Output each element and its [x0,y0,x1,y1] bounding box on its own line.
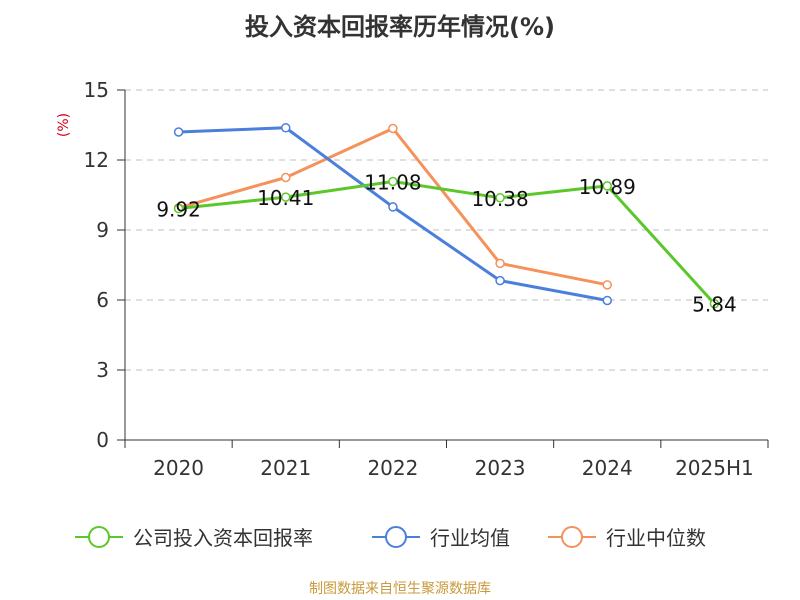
data-point [281,123,291,133]
y-tick-label: 6 [96,288,109,312]
series-1 [173,123,612,306]
series-2 [173,123,612,290]
y-tick-label: 12 [84,148,109,172]
data-label: 5.84 [692,293,737,317]
data-point [709,298,720,309]
series-line [178,126,608,302]
y-tick-label: 3 [96,358,109,382]
data-point [495,193,505,203]
data-point [602,181,612,191]
source-note: 制图数据来自恒生聚源数据库 [309,581,491,597]
data-label: 11.08 [364,170,421,194]
x-tick-label: 2022 [367,456,418,480]
legend-item: 行业均值 [372,526,510,550]
data-point [281,192,291,202]
grid [125,89,768,371]
data-point [388,202,398,212]
legend: 公司投入资本回报率 行业均值 行业中位数 [75,526,706,550]
data-point [495,275,505,286]
chart-title: 投入资本回报率历年情况(%) [245,13,555,41]
data-point [173,127,184,137]
data-point [281,172,291,183]
data-label: 10.89 [579,175,636,199]
y-tick-label: 9 [96,218,109,242]
data-point [388,176,398,187]
data-point [602,280,612,290]
x-tick-label: 2021 [260,456,311,480]
y-tick-label: 15 [84,78,109,102]
legend-marker-circle [561,526,583,548]
series-layer: 9.92 10.41 11.08 10.38 10.89 5.84 [156,123,737,317]
legend-label: 行业中位数 [606,526,706,550]
legend-item: 行业中位数 [548,526,706,550]
y-axis-label: (%) [56,113,72,137]
data-point [495,258,505,269]
y-tick-label: 0 [96,428,109,452]
axes: 0 3 6 9 12 15 2020 2021 2022 2023 2024 2025H1 [84,78,769,480]
x-tick-label: 2020 [153,456,204,480]
series-0 [173,176,720,309]
series-line [178,180,716,305]
data-label: 10.38 [471,187,528,211]
data-label: 10.41 [257,186,314,210]
data-point [602,295,612,306]
legend-label: 公司投入资本回报率 [133,526,313,550]
legend-item: 公司投入资本回报率 [75,526,313,550]
x-tick-label: 2024 [582,456,633,480]
data-label: 9.92 [156,198,201,222]
x-tick-label: 2025H1 [675,456,754,480]
legend-marker-circle [88,526,110,548]
data-point [173,203,184,214]
data-point [388,123,398,134]
x-tick-label: 2023 [475,456,526,480]
legend-marker-circle [385,526,407,548]
legend-label: 行业均值 [430,526,510,550]
